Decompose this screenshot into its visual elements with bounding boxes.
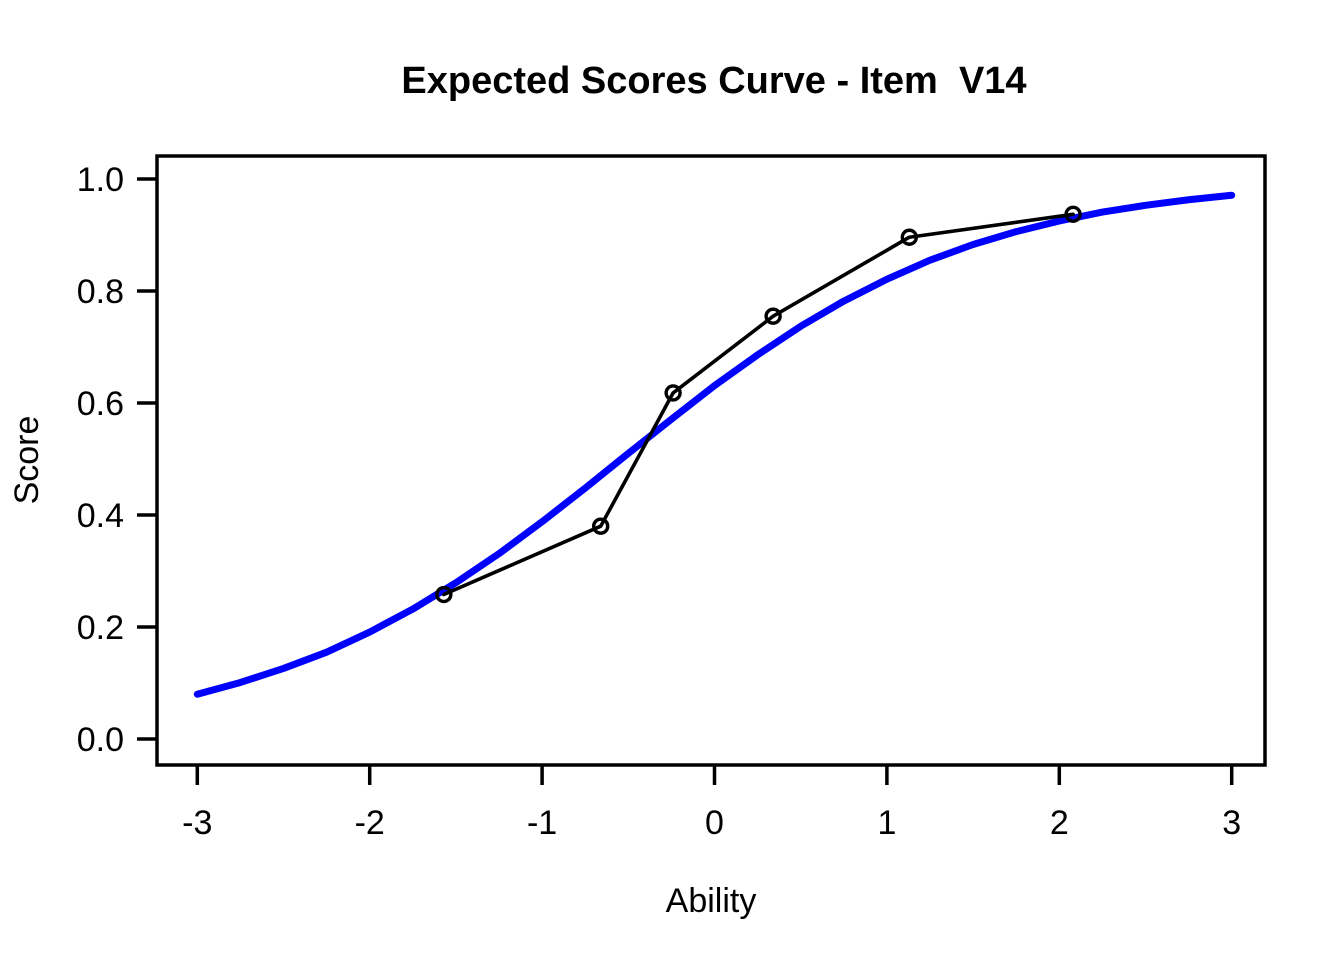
- y-tick-label: 0.0: [77, 721, 124, 759]
- y-tick-label: 1.0: [77, 161, 124, 199]
- chart-title: Expected Scores Curve - Item V14: [401, 60, 1026, 102]
- x-tick-label: -1: [527, 804, 557, 842]
- x-axis-label: Ability: [666, 882, 757, 920]
- y-tick-label: 0.8: [77, 273, 124, 311]
- y-tick-label: 0.4: [77, 497, 124, 535]
- data-point-marker: [764, 307, 782, 325]
- series-layer: [193, 191, 1236, 698]
- x-tick-label: 3: [1222, 804, 1241, 842]
- y-tick-label: 0.2: [77, 609, 124, 647]
- y-axis-label: Score: [8, 416, 46, 505]
- y-tick-label: 0.6: [77, 385, 124, 423]
- plot-box: [155, 154, 1267, 767]
- observed-scores-line: [442, 212, 1075, 597]
- x-tick-label: -3: [182, 804, 212, 842]
- x-tick-label: -2: [355, 804, 385, 842]
- data-point-marker: [664, 384, 682, 402]
- x-tick-label: 2: [1050, 804, 1069, 842]
- data-point-marker: [435, 585, 453, 604]
- data-point-marker: [1064, 205, 1082, 223]
- x-tick-label: 0: [705, 804, 724, 842]
- x-tick-label: 1: [877, 804, 896, 842]
- data-point-marker: [592, 517, 610, 535]
- expected-score-curve-line: [193, 191, 1236, 698]
- ticks-layer: -3 -2 -1 0 1 2 3 0.0 0.2 0.4 0.6 0.8 1.0: [77, 161, 1241, 842]
- data-point-marker: [900, 228, 919, 246]
